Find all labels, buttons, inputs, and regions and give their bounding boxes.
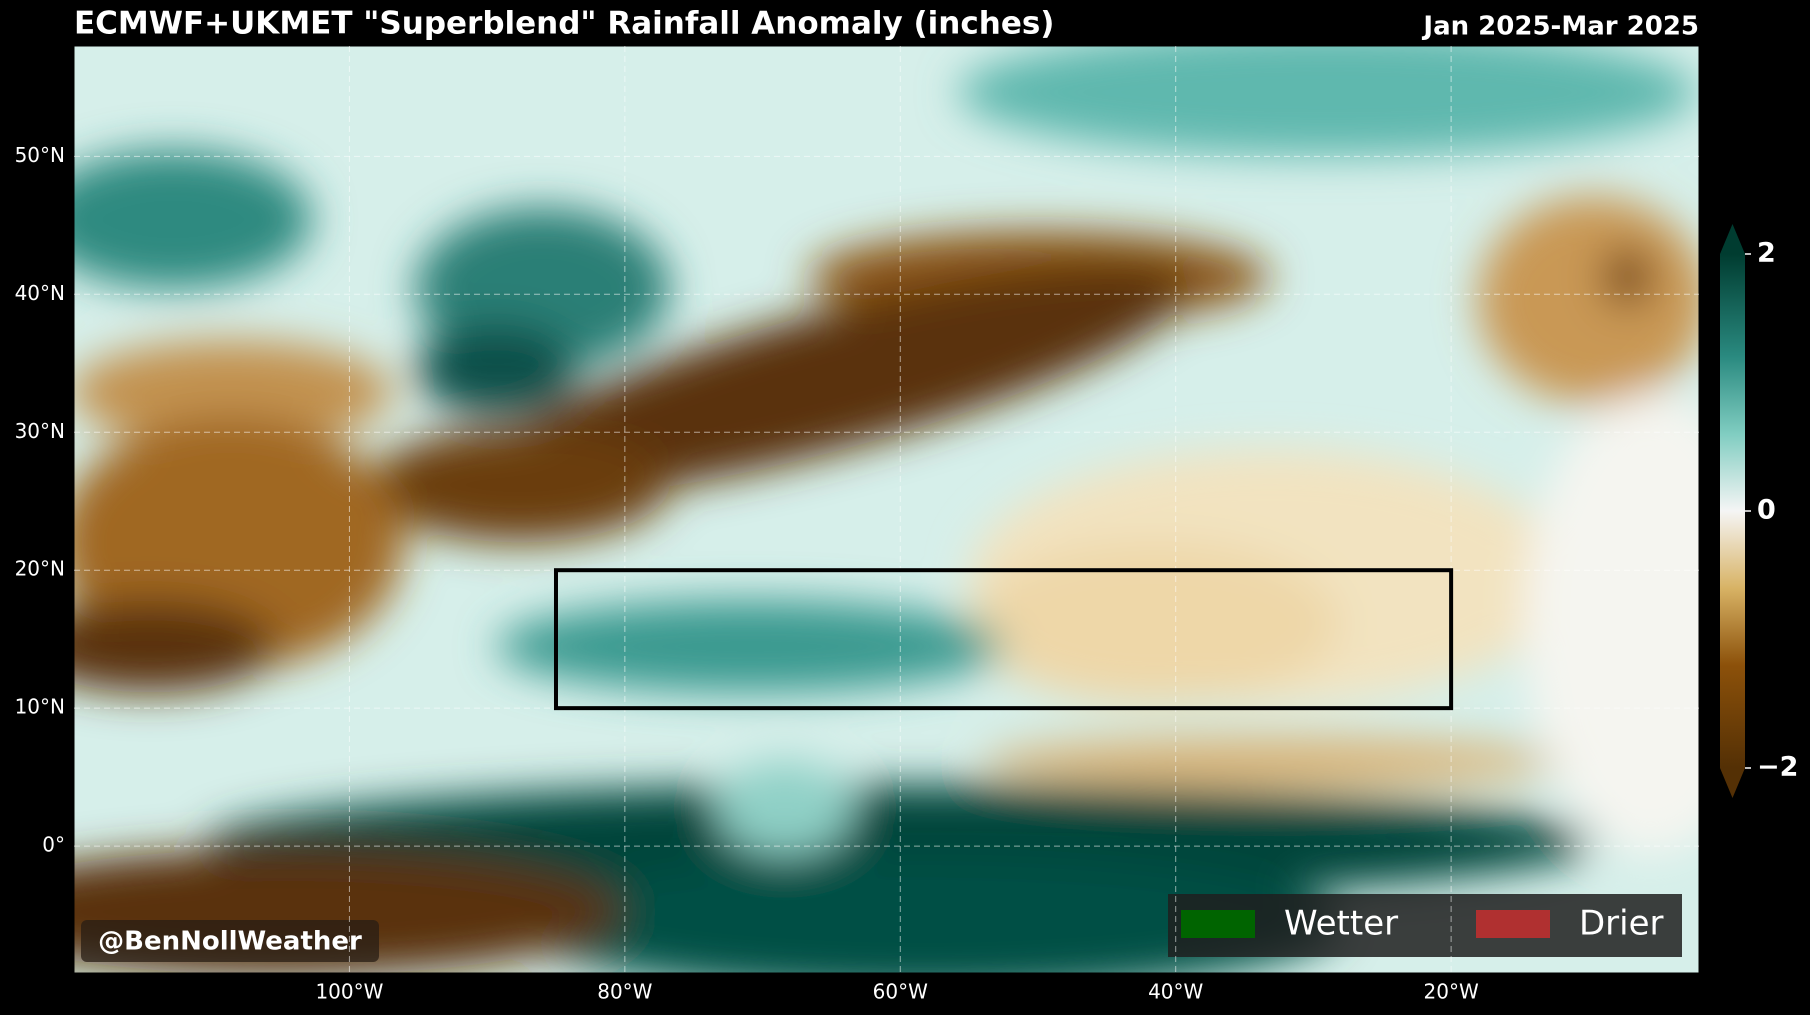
colorbar: [1720, 254, 1745, 768]
x-tick-label: 100°W: [315, 980, 383, 1004]
legend-swatch: [1181, 910, 1255, 938]
period-label: Jan 2025-Mar 2025: [1421, 12, 1699, 42]
colorbar-label: −2: [1757, 752, 1798, 783]
y-tick-label: 10°N: [15, 695, 65, 719]
x-tick-label: 40°W: [1148, 980, 1203, 1004]
x-tick-label: 60°W: [873, 980, 928, 1004]
x-tick-label: 20°W: [1424, 980, 1479, 1004]
y-tick-label: 20°N: [15, 557, 65, 581]
colorbar-label: 2: [1757, 238, 1776, 269]
colorbar-extend-bottom: [1720, 768, 1745, 798]
colorbar-label: 0: [1757, 495, 1776, 526]
colorbar-extend-top: [1720, 224, 1745, 254]
anomaly-field: [74, 46, 1699, 973]
map-frame: [73, 45, 1700, 974]
legend-label: Drier: [1579, 904, 1664, 944]
legend-swatch: [1476, 910, 1550, 938]
y-tick-label: 0°: [42, 833, 65, 857]
map-title: ECMWF+UKMET "Superblend" Rainfall Anomal…: [74, 6, 1054, 42]
y-tick-label: 30°N: [15, 419, 65, 443]
x-tick-label: 80°W: [597, 980, 652, 1004]
focus-box: [553, 568, 1454, 711]
y-tick-label: 50°N: [15, 143, 65, 167]
y-tick-label: 40°N: [15, 281, 65, 305]
credit: @BenNollWeather: [81, 920, 379, 962]
legend-label: Wetter: [1284, 904, 1398, 944]
credit-text: @BenNollWeather: [98, 927, 362, 957]
credit-box: [81, 920, 379, 962]
